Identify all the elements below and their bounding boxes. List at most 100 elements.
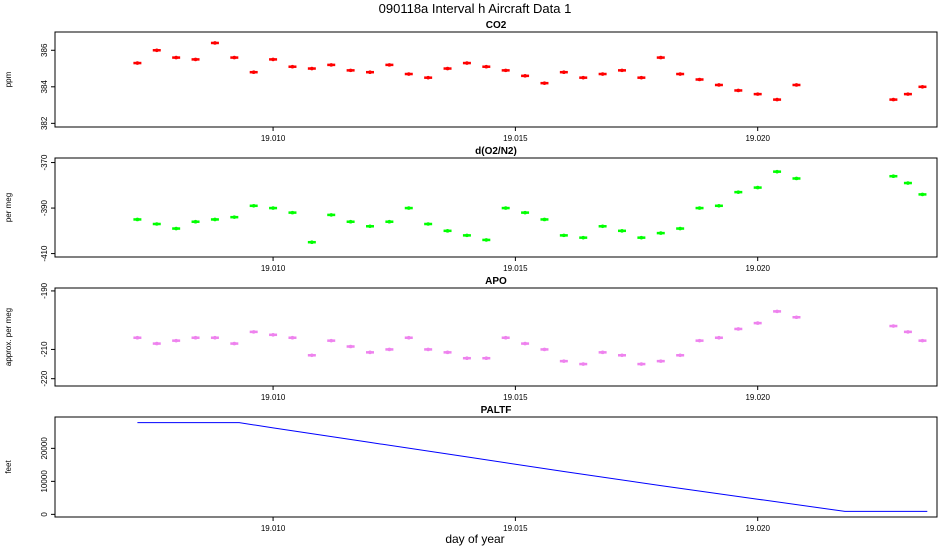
data-point [232,55,237,60]
y-axis-label: approx. per meg [4,308,13,366]
data-point [542,217,547,222]
plot-frame [54,31,938,128]
data-point [445,66,450,71]
data-point [891,174,896,179]
plot-frame [54,287,938,387]
data-point [697,206,702,210]
panel-3: PALTF feet 0 10000 20000 19.010 19.015 19.020 [4,405,938,533]
data-point [639,362,644,366]
data-point [406,335,411,340]
data-point [387,219,392,224]
x-tick-label: 19.020 [745,393,770,402]
data-point [600,224,605,229]
data-point [600,350,605,355]
data-point [620,68,624,73]
series-line [137,422,928,512]
data-point [775,97,779,102]
data-point [271,206,275,210]
data-point [213,41,217,45]
data-point [445,350,450,355]
data-point [368,350,372,355]
data-point [135,61,140,65]
data-point [755,185,760,190]
data-point [562,70,566,74]
data-point [755,321,760,325]
data-point [717,203,721,208]
panel-title: APO [485,276,507,287]
data-point [503,68,508,73]
data-point [523,74,527,78]
data-point [465,356,469,361]
data-point [542,347,547,352]
data-point [213,217,217,222]
plot-frame [54,157,938,258]
data-point [193,57,198,62]
data-point [484,64,489,69]
data-point [232,341,237,346]
data-point [406,206,411,210]
data-point [678,353,682,358]
y-tick-label: 20000 [40,437,49,460]
data-point [445,229,450,233]
panel-title: d(O2/N2) [475,146,517,157]
data-point [290,64,295,69]
data-point [542,81,547,85]
data-point [620,353,624,358]
data-point [348,68,353,73]
data-point [193,219,198,224]
data-point [271,333,275,337]
data-point [271,57,275,62]
data-point [562,233,566,238]
data-point [920,192,925,197]
data-point [794,315,799,320]
data-point [193,335,198,340]
data-point [906,181,910,185]
x-tick-label: 19.020 [745,264,770,273]
y-tick-label: 0 [40,512,49,517]
data-point [484,356,489,361]
data-point [678,226,682,231]
data-point [697,77,702,82]
plot-frame [54,416,938,518]
data-point [329,213,334,217]
y-tick-label: 382 [40,116,49,130]
data-point [426,75,430,80]
data-point [906,92,910,96]
x-tick-label: 19.010 [261,134,286,143]
data-point [426,222,430,226]
y-axis-label: per meg [4,193,13,222]
panel-1: d(O2/N2) per meg -410 -390 -370 19.010 19.015 1… [4,146,938,273]
data-point [891,97,896,102]
data-point [387,63,392,67]
x-tick-label: 19.020 [745,524,770,533]
y-axis-label: ppm [4,71,13,87]
data-point [906,330,910,334]
data-point [465,233,469,238]
x-tick-label: 19.015 [503,524,528,533]
data-point [329,338,334,343]
data-point [523,210,527,215]
data-point [658,55,663,60]
y-tick-label: 384 [40,80,49,94]
data-point [154,222,159,226]
data-point [581,75,586,80]
data-point [620,229,624,233]
x-tick-label: 19.015 [503,264,528,273]
data-point [736,327,741,331]
data-point [310,353,314,358]
data-point [639,75,644,80]
y-tick-label: -370 [40,154,49,171]
data-point [213,335,217,340]
data-point [523,341,527,346]
data-point [600,72,605,76]
data-point [310,240,314,245]
y-tick-label: -410 [40,245,49,262]
data-point [174,226,178,231]
data-point [736,190,741,194]
x-tick-label: 19.015 [503,134,528,143]
x-tick-label: 19.010 [261,524,286,533]
panel-2: APO approx. per meg -220 -210 -190 19.010 19.0… [4,276,938,402]
x-tick-label: 19.020 [745,134,770,143]
data-point [503,206,508,210]
data-point [794,176,799,181]
